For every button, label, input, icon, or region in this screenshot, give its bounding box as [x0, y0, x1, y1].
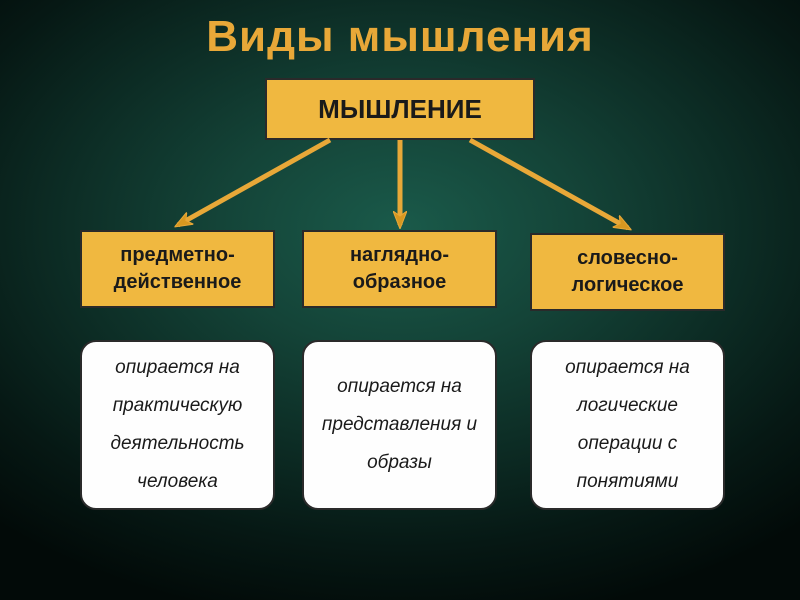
child-1-line1: наглядно-: [350, 242, 449, 269]
root-label: МЫШЛЕНИЕ: [318, 94, 482, 125]
root-node: МЫШЛЕНИЕ: [265, 78, 535, 140]
desc-0-text: опирается на практическую деятельность ч…: [90, 349, 265, 501]
child-2-line1: словесно-: [577, 245, 678, 272]
desc-1-text: опирается на представления и образы: [312, 368, 487, 482]
child-node-1: наглядно- образное: [302, 230, 497, 308]
child-1-line2: образное: [353, 269, 447, 296]
arrow-left: [178, 140, 330, 225]
child-node-0: предметно- действенное: [80, 230, 275, 308]
child-node-2: словесно- логическое: [530, 233, 725, 311]
child-0-line2: действенное: [114, 269, 242, 296]
arrow-right: [470, 140, 628, 228]
desc-box-2: опирается на логические операции с понят…: [530, 340, 725, 510]
child-2-line2: логическое: [572, 272, 684, 299]
desc-box-0: опирается на практическую деятельность ч…: [80, 340, 275, 510]
page-title: Виды мышления: [0, 0, 800, 62]
desc-box-1: опирается на представления и образы: [302, 340, 497, 510]
child-0-line1: предметно-: [120, 242, 235, 269]
desc-2-text: опирается на логические операции с понят…: [540, 349, 715, 501]
